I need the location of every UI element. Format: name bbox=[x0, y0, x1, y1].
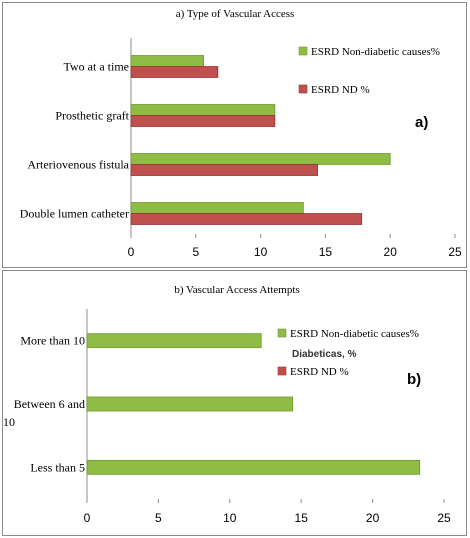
x-tick-label: 15 bbox=[295, 511, 309, 525]
overlapping-text: Diabeticas, % bbox=[292, 349, 357, 360]
x-tick-label: 20 bbox=[366, 511, 380, 525]
legend-swatch bbox=[298, 46, 308, 56]
bar-non-diabetic bbox=[130, 202, 304, 214]
panel-tag: a) bbox=[415, 114, 428, 131]
chart-panel-b: b) Vascular Access Attempts 0 5 10 15 20 25 Les… bbox=[2, 270, 467, 536]
x-tick-label: 15 bbox=[319, 245, 333, 259]
panel-tag: b) bbox=[407, 371, 421, 388]
x-tick-label: 10 bbox=[223, 511, 237, 525]
bar-non-diabetic bbox=[86, 459, 421, 475]
x-tick-label: 10 bbox=[254, 245, 268, 259]
legend-swatch bbox=[298, 84, 308, 94]
x-tick-label: 0 bbox=[84, 511, 91, 525]
bar-non-diabetic bbox=[130, 153, 391, 165]
bar-nd bbox=[130, 164, 319, 176]
category-label: More than 10 bbox=[20, 334, 85, 348]
category-label: Prosthetic graft bbox=[55, 109, 129, 123]
chart-title: b) Vascular Access Attempts bbox=[174, 284, 299, 296]
vascular-access-attempts-chart: b) Vascular Access Attempts 0 5 10 15 20 25 Les… bbox=[3, 284, 451, 525]
chart-title: a) Type of Vascular Access bbox=[176, 8, 295, 20]
category-label: Less than 5 bbox=[30, 460, 85, 474]
category-label-continued: 10 bbox=[3, 415, 15, 429]
x-tick-label: 0 bbox=[128, 245, 135, 259]
category-label: Arteriovenous fistula bbox=[27, 158, 129, 172]
legend-label: ESRD ND % bbox=[311, 84, 370, 96]
category-label: Between 6 and bbox=[14, 397, 85, 411]
bar-non-diabetic bbox=[130, 104, 276, 116]
bar-non-diabetic bbox=[130, 55, 204, 67]
chart-panel-a: a) Type of Vascular Access 0 5 10 15 20 25 Doub… bbox=[2, 2, 467, 268]
bar-nd bbox=[130, 213, 363, 225]
x-tick-label: 5 bbox=[192, 245, 199, 259]
x-tick-label: 5 bbox=[155, 511, 162, 525]
category-label: Two at a time bbox=[64, 60, 129, 74]
legend-label: ESRD ND % bbox=[290, 366, 349, 378]
legend-swatch bbox=[277, 366, 287, 376]
x-tick-label: 25 bbox=[437, 511, 451, 525]
bar-nd bbox=[130, 66, 219, 78]
legend-swatch bbox=[277, 328, 287, 338]
x-tick-label: 20 bbox=[384, 245, 398, 259]
x-tick-label: 25 bbox=[448, 245, 462, 259]
bar-non-diabetic bbox=[86, 333, 262, 349]
bar-nd bbox=[130, 115, 276, 127]
bar-non-diabetic bbox=[86, 396, 294, 412]
vascular-access-type-chart: a) Type of Vascular Access 0 5 10 15 20 25 Doub… bbox=[20, 8, 462, 259]
category-label: Double lumen catheter bbox=[20, 207, 129, 221]
legend-label: ESRD Non-diabetic causes% bbox=[290, 328, 419, 340]
legend-label: ESRD Non-diabetic causes% bbox=[311, 46, 440, 58]
